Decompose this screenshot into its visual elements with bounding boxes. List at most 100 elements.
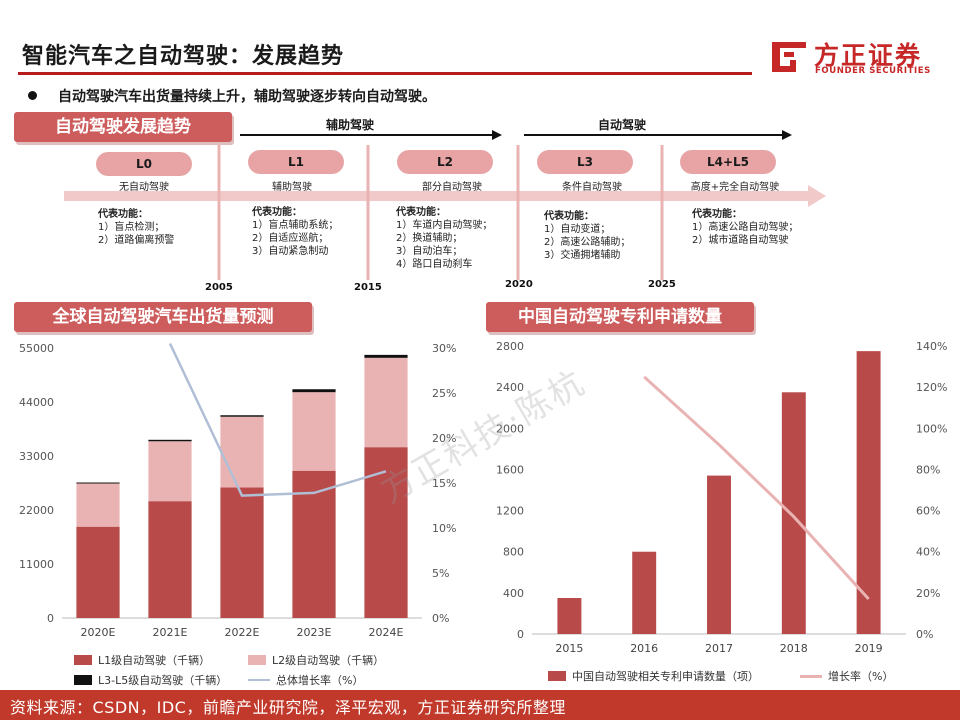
bar-1 bbox=[292, 470, 336, 618]
func-item: 2）道路偏离预警 bbox=[98, 235, 175, 246]
func-item: 1）自动变道； bbox=[544, 224, 611, 235]
x-tick-label: 2023E bbox=[297, 626, 332, 639]
china-chart-banner: 中国自动驾驶专利申请数量 bbox=[486, 302, 754, 332]
x-tick-label: 2020E bbox=[81, 626, 116, 639]
x-tick-label: 2022E bbox=[225, 626, 260, 639]
trend-banner: 自动驾驶发展趋势 bbox=[14, 112, 232, 142]
growth-rate-line bbox=[168, 342, 387, 497]
y-tick-label: 22000 bbox=[19, 504, 54, 517]
legend-label-l3l5: L3-L5级自动驾驶（千辆） bbox=[98, 674, 228, 687]
assist-arrow-head bbox=[492, 130, 502, 140]
page-title: 智能汽车之自动驾驶：发展趋势 bbox=[22, 44, 345, 69]
y2-tick-label: 15% bbox=[432, 477, 456, 490]
y2-tick-label: 100% bbox=[916, 422, 947, 435]
func-title: 代表功能： bbox=[692, 209, 742, 220]
x-tick-label: 2018 bbox=[780, 642, 808, 655]
x-tick-label: 2017 bbox=[705, 642, 733, 655]
level-desc-l3: 条件自动驾驶 bbox=[562, 182, 622, 193]
level-pill-l2: L2 bbox=[397, 150, 493, 174]
y2-tick-label: 25% bbox=[432, 387, 456, 400]
bar-1 bbox=[707, 475, 731, 634]
y-tick-label: 1200 bbox=[496, 505, 524, 518]
x-tick-label: 2019 bbox=[855, 642, 883, 655]
y2-tick-label: 5% bbox=[432, 567, 449, 580]
legend-swatch-l2 bbox=[248, 655, 266, 665]
global-shipment-chart: 0 11000 22000 33000 44000 55000 0% 5% 10% 15% 20% 2… bbox=[19, 342, 456, 639]
func-item: 2）城市道路自动驾驶 bbox=[692, 235, 789, 246]
bar-1 bbox=[557, 598, 582, 634]
func-item: 2）换道辅助； bbox=[396, 233, 463, 244]
summary-bullet: 自动驾驶汽车出货量持续上升，辅助驾驶逐步转向自动驾驶。 bbox=[58, 89, 436, 105]
bar-2 bbox=[220, 416, 264, 488]
y2-tick-label: 60% bbox=[916, 505, 940, 518]
year-label-2025: 2025 bbox=[648, 279, 676, 290]
y2-tick-label: 140% bbox=[916, 340, 947, 353]
founder-logo-icon bbox=[772, 42, 806, 72]
y-tick-label: 55000 bbox=[19, 342, 54, 355]
y2-tick-label: 40% bbox=[916, 546, 940, 559]
growth-rate-line bbox=[643, 375, 870, 601]
y-tick-label: 44000 bbox=[19, 396, 54, 409]
func-item: 2）高速公路辅助； bbox=[544, 237, 631, 248]
legend-swatch-l3l5 bbox=[74, 675, 92, 685]
func-item: 1）盲点辅助系统； bbox=[252, 220, 339, 231]
func-list-l1: 代表功能： 1）盲点辅助系统； 2）自适应巡航； 3）自动紧急制动 bbox=[252, 206, 338, 258]
level-pill-l4l5: L4+L5 bbox=[680, 150, 776, 174]
func-title: 代表功能： bbox=[252, 207, 302, 218]
title-divider bbox=[18, 72, 752, 75]
y-tick-label: 0 bbox=[517, 628, 524, 641]
bar-1 bbox=[781, 392, 806, 634]
y-tick-label: 800 bbox=[503, 546, 524, 559]
y-tick-label: 2000 bbox=[496, 422, 524, 435]
legend-l3l5: L3-L5级自动驾驶（千辆） bbox=[74, 672, 227, 688]
year-label-2015: 2015 bbox=[354, 282, 382, 293]
legend-label-rate-china: 增长率（%） bbox=[828, 670, 894, 683]
y2-tick-label: 20% bbox=[916, 587, 940, 600]
y-tick-label: 33000 bbox=[19, 450, 54, 463]
trend-timeline bbox=[64, 130, 826, 280]
bar-3 bbox=[220, 415, 264, 417]
china-patent-chart: 0 400 800 1200 1600 2000 2400 2800 0% 20% 40% 60% 80… bbox=[496, 340, 947, 655]
timeline-axis bbox=[64, 191, 810, 201]
func-item: 1）盲点检测； bbox=[98, 222, 165, 233]
y-tick-label: 2400 bbox=[496, 381, 524, 394]
y2-tick-label: 0% bbox=[432, 612, 449, 625]
y-tick-label: 1600 bbox=[496, 463, 524, 476]
y2-tick-label: 10% bbox=[432, 522, 456, 535]
legend-rate-global: 总体增长率（%） bbox=[248, 672, 363, 688]
legend-l1: L1级自动驾驶（千辆） bbox=[74, 652, 210, 668]
y-tick-label: 11000 bbox=[19, 558, 54, 571]
legend-swatch-rate-china bbox=[800, 674, 822, 678]
level-desc-l4l5: 高度+完全自动驾驶 bbox=[690, 182, 780, 193]
y2-tick-label: 120% bbox=[916, 381, 947, 394]
func-item: 3）交通拥堵辅助 bbox=[544, 250, 621, 261]
level-desc-l2: 部分自动驾驶 bbox=[422, 182, 482, 193]
y-tick-label: 2800 bbox=[496, 340, 524, 353]
year-label-2020: 2020 bbox=[505, 279, 533, 290]
bar-1 bbox=[148, 501, 192, 618]
year-label-2005: 2005 bbox=[205, 282, 233, 293]
func-item: 3）自动紧急制动 bbox=[252, 246, 329, 257]
x-tick-label: 2015 bbox=[555, 642, 583, 655]
func-item: 3）自动泊车； bbox=[396, 246, 463, 257]
func-item: 1）车道内自动驾驶； bbox=[396, 220, 493, 231]
y2-tick-label: 80% bbox=[916, 463, 940, 476]
bar-3 bbox=[364, 354, 408, 358]
level-pill-l1: L1 bbox=[248, 150, 344, 174]
func-list-l4l5: 代表功能： 1）高速公路自动驾驶； 2）城市道路自动驾驶 bbox=[692, 208, 798, 247]
level-pill-l3: L3 bbox=[537, 150, 633, 174]
func-list-l0: 代表功能： 1）盲点检测； 2）道路偏离预警 bbox=[98, 208, 174, 247]
bar-1 bbox=[76, 526, 120, 618]
y-tick-label: 0 bbox=[47, 612, 54, 625]
level-pill-l0: L0 bbox=[96, 152, 192, 176]
timeline-arrow-head bbox=[808, 185, 826, 207]
y2-tick-label: 20% bbox=[432, 432, 456, 445]
legend-label-rate-global: 总体增长率（%） bbox=[276, 674, 364, 687]
assist-arrow-label: 辅助驾驶 bbox=[326, 118, 375, 132]
bar-3 bbox=[76, 482, 120, 484]
y2-tick-label: 0% bbox=[916, 628, 933, 641]
global-chart-banner: 全球自动驾驶汽车出货量预测 bbox=[14, 302, 312, 332]
auto-arrow-head bbox=[782, 130, 792, 140]
legend-rate-china: 增长率（%） bbox=[800, 668, 893, 684]
legend-label-count: 中国自动驾驶相关专利申请数量（项） bbox=[572, 670, 759, 683]
